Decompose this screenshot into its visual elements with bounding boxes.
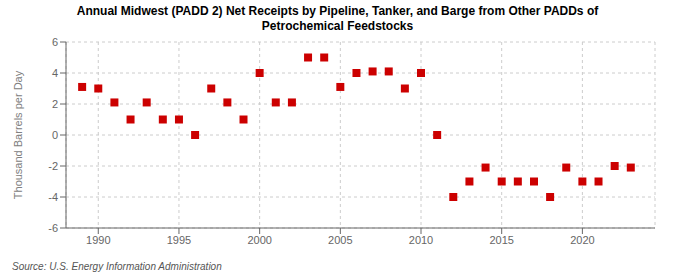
svg-text:2020: 2020 — [570, 234, 594, 246]
svg-text:-4: -4 — [48, 191, 58, 203]
svg-text:-2: -2 — [48, 160, 58, 172]
svg-text:Thousand Barrels per Day: Thousand Barrels per Day — [12, 70, 24, 199]
svg-text:2005: 2005 — [328, 234, 352, 246]
svg-text:2: 2 — [52, 98, 58, 110]
svg-text:1990: 1990 — [86, 234, 110, 246]
html-text:Annual Midwest (PADD 2) Net Re: Annual Midwest (PADD 2) Net Receipts by … — [76, 4, 599, 33]
svg-text:2015: 2015 — [489, 234, 513, 246]
svg-text:2010: 2010 — [409, 234, 433, 246]
html-text:Source: U.S. Energy Informatio: Source: U.S. Energy Information Administ… — [12, 261, 222, 272]
svg-text:4: 4 — [52, 67, 58, 79]
svg-text:6: 6 — [52, 36, 58, 48]
svg-text:1995: 1995 — [167, 234, 191, 246]
svg-text:-6: -6 — [48, 222, 58, 234]
svg-text:0: 0 — [52, 129, 58, 141]
svg-text:2000: 2000 — [247, 234, 271, 246]
